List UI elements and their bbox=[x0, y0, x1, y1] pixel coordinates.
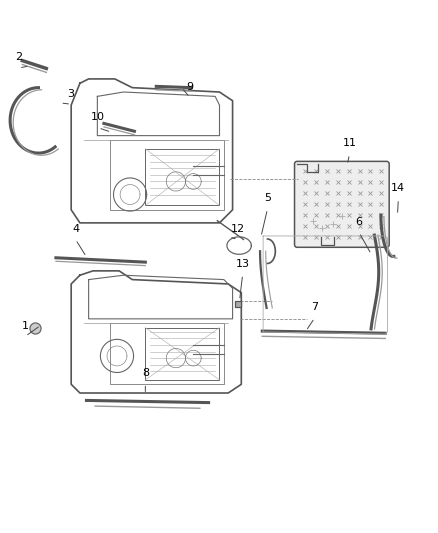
FancyBboxPatch shape bbox=[294, 161, 389, 247]
Text: 8: 8 bbox=[141, 368, 148, 378]
Text: 3: 3 bbox=[67, 88, 74, 99]
Text: 11: 11 bbox=[342, 138, 356, 148]
Text: 13: 13 bbox=[235, 259, 249, 269]
Text: 12: 12 bbox=[230, 224, 244, 234]
Text: 2: 2 bbox=[15, 52, 22, 62]
Text: 9: 9 bbox=[186, 82, 193, 92]
Text: 4: 4 bbox=[72, 224, 79, 234]
Text: 14: 14 bbox=[390, 183, 404, 193]
Text: 5: 5 bbox=[263, 193, 270, 203]
Text: 7: 7 bbox=[311, 302, 318, 312]
Text: 6: 6 bbox=[355, 217, 362, 227]
Text: 1: 1 bbox=[22, 321, 29, 330]
Text: 10: 10 bbox=[91, 112, 105, 122]
